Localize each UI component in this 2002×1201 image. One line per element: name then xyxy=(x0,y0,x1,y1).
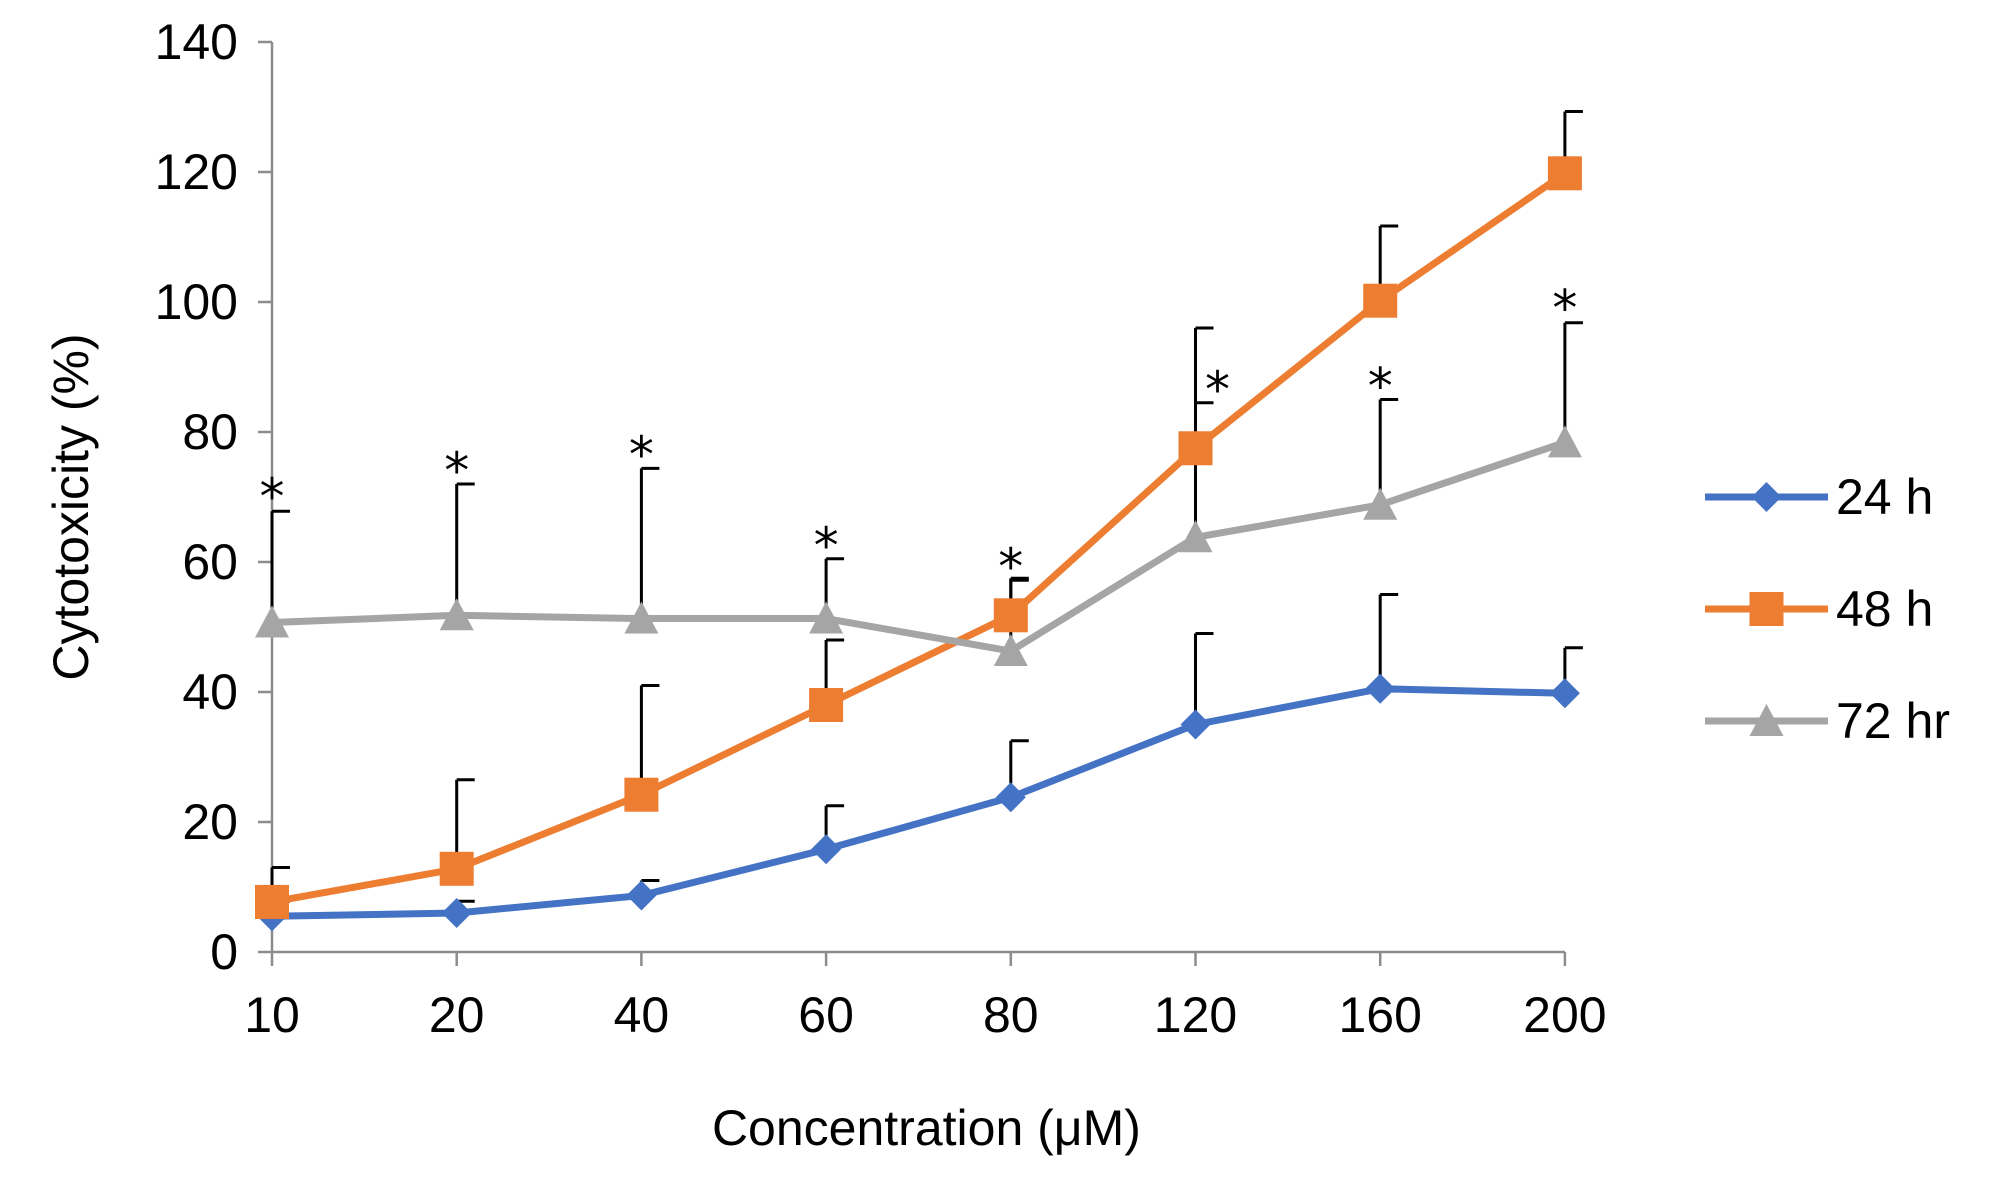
legend: 24 h 48 h 72 hr xyxy=(1705,469,1950,749)
legend-swatch-marker xyxy=(1749,704,1784,736)
y-tick-label: 20 xyxy=(182,794,238,850)
series-line-2 xyxy=(271,439,1567,655)
data-point xyxy=(441,898,472,928)
data-point xyxy=(1549,678,1580,709)
data-point xyxy=(811,834,842,865)
significance-star: * xyxy=(1205,361,1230,419)
significance-star: * xyxy=(998,538,1023,596)
data-point xyxy=(439,851,474,886)
data-point xyxy=(1363,487,1398,520)
x-tick-label: 160 xyxy=(1338,987,1421,1043)
data-point xyxy=(1178,431,1213,466)
data-point xyxy=(1178,520,1213,553)
significance-star: * xyxy=(260,468,285,526)
x-tick-label: 200 xyxy=(1523,987,1606,1043)
significance-star: * xyxy=(1552,280,1577,338)
y-axis-title: Cytotoxicity (%) xyxy=(43,333,99,680)
x-tick-label: 120 xyxy=(1154,987,1237,1043)
data-point xyxy=(255,884,289,919)
y-tick-label: 120 xyxy=(155,144,238,200)
x-tick-label: 20 xyxy=(429,987,485,1043)
data-point xyxy=(624,777,659,812)
legend-label: 72 hr xyxy=(1836,693,1950,749)
significance-star: * xyxy=(814,517,839,575)
series-lines xyxy=(271,170,1567,920)
y-tick-label: 140 xyxy=(155,14,238,70)
data-point xyxy=(624,601,659,634)
y-tick-label: 80 xyxy=(182,404,238,460)
tick-labels: 0 20 40 60 80 100 120 140 10 20 40 60 80 120 160 200 xyxy=(155,14,1607,1043)
x-tick-label: 10 xyxy=(244,987,300,1043)
data-point xyxy=(993,634,1028,667)
significance-star: * xyxy=(444,442,469,500)
significance-star: * xyxy=(629,426,654,484)
data-point xyxy=(1547,425,1582,458)
x-tick-label: 60 xyxy=(798,987,854,1043)
data-point xyxy=(626,880,657,911)
series-markers xyxy=(255,156,1582,932)
data-point xyxy=(809,601,844,634)
data-point xyxy=(439,598,474,631)
x-tick-label: 40 xyxy=(614,987,670,1043)
data-point xyxy=(995,782,1026,813)
data-point xyxy=(1363,283,1398,318)
data-point xyxy=(993,598,1028,633)
data-point xyxy=(255,605,289,638)
legend-swatch-marker xyxy=(1749,592,1784,626)
legend-swatch-marker xyxy=(1751,482,1782,512)
y-tick-label: 60 xyxy=(182,534,238,590)
data-point xyxy=(1180,709,1211,740)
significance-annotations: * * * * * * * * xyxy=(260,280,1578,597)
y-tick-label: 100 xyxy=(155,274,238,330)
series-line-1 xyxy=(271,170,1567,906)
y-tick-label: 0 xyxy=(210,924,238,980)
legend-label: 48 h xyxy=(1836,581,1933,637)
data-point xyxy=(1365,673,1396,704)
legend-label: 24 h xyxy=(1836,469,1933,525)
data-point xyxy=(1547,156,1582,191)
x-tick-label: 80 xyxy=(983,987,1039,1043)
data-point xyxy=(809,688,844,722)
x-axis-title: Concentration (μM) xyxy=(712,1100,1141,1156)
series-line-0 xyxy=(271,685,1565,920)
axes xyxy=(258,40,1567,966)
y-tick-label: 40 xyxy=(182,664,238,720)
significance-star: * xyxy=(1368,358,1393,416)
